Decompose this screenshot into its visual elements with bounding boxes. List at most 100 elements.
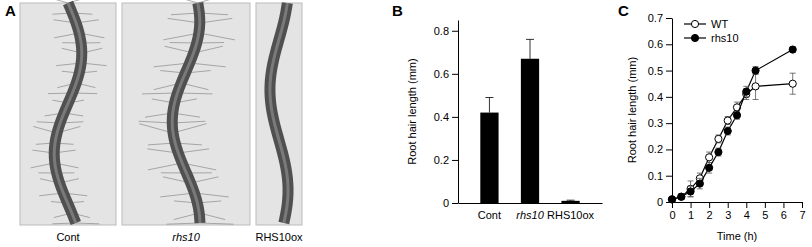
point: [678, 193, 685, 200]
error-cap: [697, 173, 703, 174]
error-bar: [790, 47, 796, 52]
error-bar: [485, 98, 493, 113]
point: [752, 83, 759, 90]
panel-label: A: [5, 2, 16, 19]
tick-label: 0.2: [434, 154, 449, 166]
tick-label: 0.6: [648, 38, 663, 50]
tick-label: 0.6: [434, 68, 449, 80]
y-axis: 00.10.20.30.40.50.60.7: [648, 12, 673, 208]
error-bar: [688, 181, 694, 197]
root: [270, 3, 288, 223]
tick-mark: [452, 203, 458, 204]
tick-mark: [765, 202, 766, 208]
axis-line: [459, 203, 603, 204]
axis-title: Root hair length (mm): [406, 58, 418, 164]
root-center: [270, 3, 288, 223]
image-background: [256, 3, 302, 225]
error-bar: [725, 127, 731, 135]
tick: 0.6: [434, 68, 458, 80]
image-caption: RHS10ox: [255, 231, 303, 243]
tick: 1: [688, 202, 694, 221]
tick-label: 5: [762, 209, 768, 221]
tick: 3: [725, 202, 731, 221]
tick-label: 0: [443, 197, 449, 209]
tick: 0.4: [648, 91, 672, 103]
tick: 0.8: [434, 25, 458, 37]
x-axis: Contrhs10RHS10ox: [459, 204, 603, 221]
error-bar: [526, 39, 534, 58]
error-cap: [790, 94, 796, 95]
tick: 0: [443, 197, 458, 209]
point: [678, 193, 685, 200]
legend-label: WT: [711, 18, 728, 30]
point: [724, 127, 731, 134]
point: [687, 188, 694, 195]
image-background: [122, 3, 250, 225]
point: [696, 180, 703, 187]
error-bar: [688, 186, 694, 197]
tick: 0.6: [648, 38, 672, 50]
tick-mark: [783, 202, 784, 208]
tick: 6: [781, 202, 787, 221]
tick-label: 3: [725, 209, 731, 221]
axis-title: Time (h): [717, 230, 758, 242]
error-cap: [688, 196, 694, 197]
error-bar: [715, 148, 721, 156]
tick-label: 6: [781, 209, 787, 221]
plot-area: [480, 39, 579, 203]
legend-entry: rhs10: [684, 32, 739, 44]
tick: 0.3: [648, 117, 672, 129]
y-axis: 00.20.40.60.8: [434, 21, 459, 210]
tick-label: 0.4: [648, 91, 663, 103]
error-bar: [706, 163, 712, 174]
error-bar: [734, 102, 740, 113]
root-hair: [199, 33, 235, 40]
point: [706, 164, 713, 171]
tick-label: rhs10: [516, 209, 544, 221]
tick-label: RHS10ox: [547, 209, 595, 221]
tick: 0.2: [648, 143, 672, 155]
root-center: [172, 3, 200, 223]
tick: 0.5: [648, 65, 672, 77]
tick-mark: [666, 18, 672, 19]
tick-mark: [746, 202, 747, 208]
error-cap: [734, 102, 740, 103]
error-bar: [753, 67, 759, 75]
point: [789, 46, 796, 53]
tick-label: 4: [744, 209, 750, 221]
tick: 2: [707, 202, 713, 221]
error-stem: [530, 39, 531, 58]
tick-label: 0.3: [648, 117, 663, 129]
error-bar: [678, 194, 684, 199]
tick-mark: [666, 44, 672, 45]
point: [724, 117, 731, 124]
error-cap: [688, 180, 694, 181]
tick-mark: [452, 31, 458, 32]
tick: 0.7: [648, 12, 672, 24]
tick-mark: [666, 176, 672, 177]
tick: 4: [744, 202, 750, 221]
tick: rhs10: [516, 209, 544, 221]
root-image: [20, 0, 116, 225]
error-bar: [753, 73, 759, 99]
error-cap: [706, 152, 712, 153]
point: [743, 88, 750, 95]
root: [54, 3, 82, 223]
error-cap: [706, 173, 712, 174]
error-cap: [706, 162, 712, 163]
tick: RHS10ox: [547, 209, 595, 221]
tick: 0.2: [434, 154, 458, 166]
tick-label: 7: [799, 209, 805, 221]
error-cap: [485, 97, 493, 98]
legend-label: rhs10: [711, 32, 739, 44]
tick: 0.1: [648, 170, 672, 182]
tick-label: 0.7: [648, 12, 663, 24]
error-cap: [706, 162, 712, 163]
bar: [561, 201, 579, 203]
tick-mark: [666, 149, 672, 150]
axis-title: Root hair length (mm): [626, 57, 638, 163]
plot-area: [668, 46, 796, 203]
tick-mark: [666, 123, 672, 124]
tick-label: 1: [688, 209, 694, 221]
panel-label: C: [618, 2, 629, 19]
